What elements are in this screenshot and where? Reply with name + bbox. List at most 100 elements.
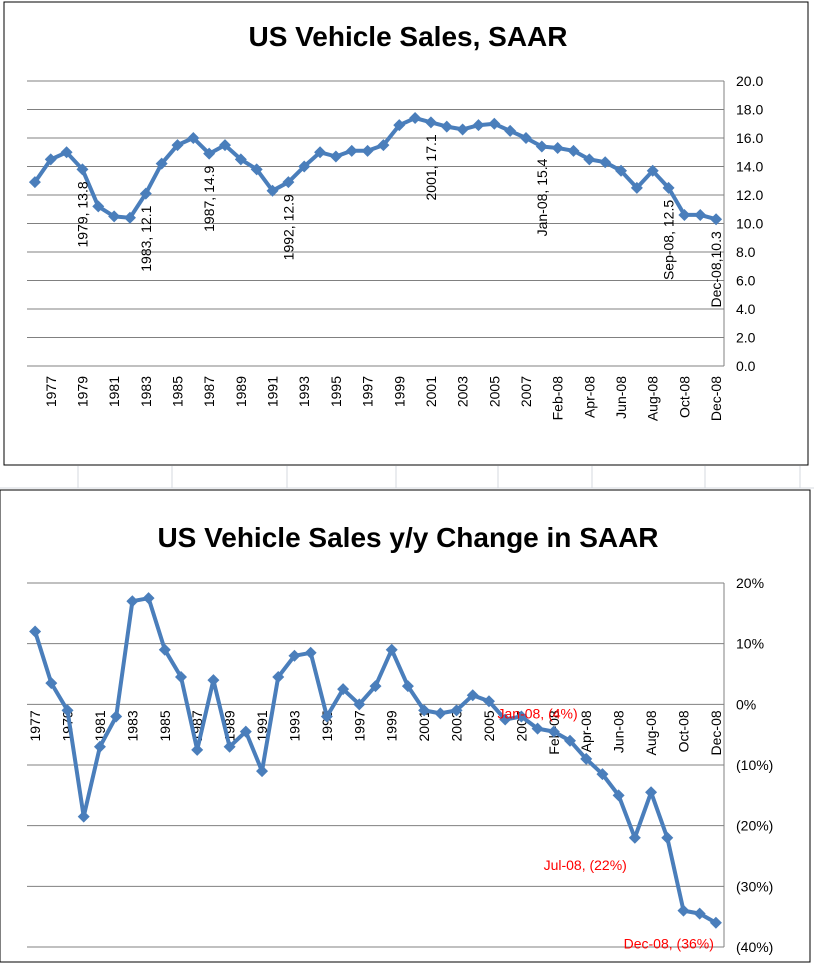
chart1-y-tick-label: 2.0 — [736, 330, 756, 346]
chart2-data-point — [126, 595, 139, 608]
chart1-data-point — [694, 208, 707, 221]
chart1-data-point — [551, 141, 564, 154]
chart1-data-point — [329, 150, 342, 163]
chart2-data-point — [450, 704, 463, 717]
chart2-y-tick-label: 0% — [736, 696, 756, 712]
chart1-data-point — [662, 181, 675, 194]
chart2-data-point — [320, 710, 333, 723]
chart1-data-point — [678, 208, 691, 221]
chart2-data-point — [628, 831, 641, 844]
chart1-data-point — [519, 132, 532, 144]
chart2-data-point — [110, 710, 123, 723]
chart1-y-axis: 0.0 2.0 4.0 6.0 8.0 10.0 12.0 14.0 16.0 18.0 20.0 — [736, 73, 763, 374]
chart1-data-point — [76, 163, 89, 176]
chart1-y-tick-label: 20.0 — [736, 73, 763, 89]
chart2-x-tick-label: 1985 — [157, 710, 173, 741]
chart2-data-point — [515, 710, 528, 723]
chart2-x-tick-label: 2003 — [449, 710, 465, 741]
chart2-data-point — [207, 674, 220, 687]
chart1-x-tick-label: Feb-08 — [550, 376, 566, 421]
chart2-x-tick-label: 1997 — [351, 710, 367, 741]
chart2-data-point — [612, 789, 625, 802]
chart2-y-tick-label: 10% — [736, 636, 764, 652]
chart1-series — [28, 112, 723, 226]
chart2-data-point — [580, 752, 593, 765]
chart1-data-point — [234, 153, 247, 166]
chart2-data-point — [564, 734, 577, 747]
chart2-data-point — [482, 695, 495, 708]
chart1-data-label: 1987, 14.9 — [201, 165, 217, 231]
chart1-data-point — [393, 119, 406, 132]
chart1-x-tick-label: 1991 — [265, 376, 281, 407]
chart1-data-label: Jan-08, 15.4 — [534, 158, 550, 236]
chart1-x-tick-label: Oct-08 — [676, 376, 692, 418]
chart1-data-point — [535, 140, 548, 153]
chart1-data-point — [409, 112, 422, 125]
chart1-x-tick-label: 1979 — [74, 376, 90, 407]
chart2-y-tick-label: 20% — [736, 575, 764, 591]
chart2-data-point — [385, 643, 398, 656]
chart1-gridlines — [27, 80, 725, 367]
chart2-gridlines — [27, 582, 725, 948]
chart1-data-point — [28, 176, 41, 189]
chart1-x-tick-label: Apr-08 — [581, 376, 597, 418]
chart2-data-point — [677, 904, 690, 917]
chart1-x-tick-label: Aug-08 — [645, 376, 661, 421]
chart2-y-tick-label: (40%) — [736, 939, 773, 955]
chart1-x-tick-label: 2001 — [423, 376, 439, 407]
chart2-frame — [0, 489, 811, 963]
chart2-data-point — [288, 649, 301, 662]
chart1-x-tick-label: 1987 — [201, 376, 217, 407]
chart1-x-tick-label: 1981 — [106, 376, 122, 407]
chart2-x-tick-label: Oct-08 — [675, 710, 691, 752]
chart1-data-point — [92, 200, 105, 213]
chart2-y-tick-label: (10%) — [736, 757, 773, 773]
chart2-data-point — [499, 713, 512, 726]
chart1-data-point — [583, 153, 596, 166]
chart2-y-tick-label: (20%) — [736, 818, 773, 834]
chart1-x-tick-label: 2007 — [518, 376, 534, 407]
chart1-data-label: Dec-08,10.3 — [708, 231, 724, 307]
chart2-x-tick-label: Dec-08 — [708, 710, 724, 755]
chart1-data-point — [456, 123, 469, 136]
chart2-data-point — [239, 725, 252, 738]
chart2-data-point — [369, 680, 382, 693]
chart1-data-point — [440, 120, 453, 133]
chart1-data-point — [646, 164, 659, 177]
chart1-data-label: 1992, 12.9 — [280, 194, 296, 260]
chart2-x-tick-label: 1991 — [254, 710, 270, 741]
chart1-data-point — [630, 181, 643, 194]
chart1-x-tick-label: 1995 — [328, 376, 344, 407]
chart1-data-point — [108, 210, 121, 223]
chart1-data-point — [599, 156, 612, 169]
chart2-data-point — [272, 671, 285, 684]
chart2-data-point — [256, 765, 269, 778]
chart2-data-point — [531, 722, 544, 735]
chart2-x-tick-label: Aug-08 — [643, 710, 659, 755]
chart1-x-tick-label: 2003 — [455, 376, 471, 407]
chart1-x-tick-label: 1989 — [233, 376, 249, 407]
chart2-data-point — [93, 740, 106, 753]
chart2-x-tick-label: 1981 — [92, 710, 108, 741]
chart2-data-point — [174, 671, 187, 684]
chart2-x-tick-label: 1993 — [286, 710, 302, 741]
chart1-x-tick-label: 1993 — [296, 376, 312, 407]
chart2-data-point — [29, 625, 42, 638]
chart2-data-point — [645, 786, 658, 799]
chart1-data-point — [123, 211, 136, 224]
chart2-x-tick-label: 2001 — [416, 710, 432, 741]
chart1-x-tick-label: 1983 — [138, 376, 154, 407]
chart1-y-tick-label: 12.0 — [736, 187, 763, 203]
chart1-x-tick-label: 2005 — [486, 376, 502, 407]
chart1-data-point — [155, 157, 168, 170]
chart1-title: US Vehicle Sales, SAAR — [248, 21, 567, 52]
chart1-data-point — [298, 160, 311, 173]
chart2-data-point — [709, 916, 722, 929]
chart1-x-tick-label: 1977 — [43, 376, 59, 407]
chart1-data-point — [60, 146, 73, 159]
chart2-series — [29, 592, 722, 929]
chart1-y-tick-label: 10.0 — [736, 216, 763, 232]
chart2-data-point — [434, 707, 447, 720]
chart1-y-tick-label: 16.0 — [736, 130, 763, 146]
chart1-data-point — [567, 144, 580, 157]
